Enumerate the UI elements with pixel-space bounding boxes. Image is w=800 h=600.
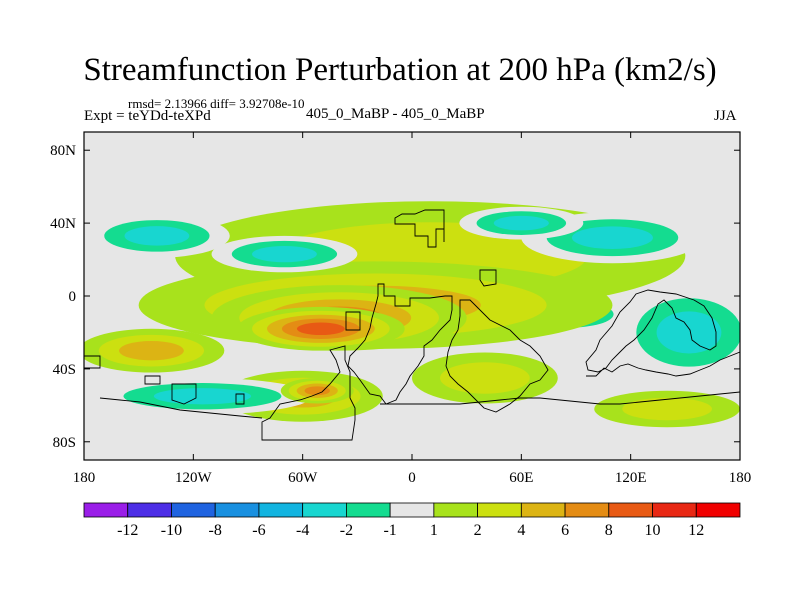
colorbar-swatch: [258, 502, 304, 518]
colorbar-label: 6: [561, 522, 569, 539]
rmsd-diff-stats: rmsd= 2.13966 diff= 3.92708e-10: [128, 96, 305, 111]
contour-low-13-level--4: [493, 215, 549, 231]
contour-low-10-level--4: [124, 226, 190, 246]
y-axis: 80N 40N 0 40S 80S: [50, 143, 740, 451]
y-tick-label: 80N: [50, 143, 76, 159]
colorbar-label: 1: [430, 522, 438, 539]
contour-fills: [84, 201, 740, 428]
colorbar-swatch: [477, 502, 522, 518]
chart-title: Streamfunction Perturbation at 200 hPa (…: [83, 52, 717, 88]
coastline-arctic: [380, 391, 740, 405]
y-tick-label: 40N: [50, 216, 76, 232]
experiment-label: Expt = teYDd-teXPd: [84, 108, 211, 124]
colorbar-label: -8: [209, 522, 222, 539]
colorbar-swatch: [652, 502, 697, 518]
coastline-americas: [347, 209, 453, 405]
contour-high-15-level-6: [304, 386, 330, 396]
contour-high-16-level-8: [296, 322, 345, 336]
coastline-pacific-islands: [84, 355, 245, 405]
contour-low-11-level--4: [153, 388, 252, 405]
contour-low-9-level--4: [571, 226, 653, 250]
x-tick-label: 120W: [175, 470, 213, 486]
x-tick-label: 60W: [288, 470, 318, 486]
colorbar-label: -6: [252, 522, 265, 539]
contour-high-2-level-2: [622, 397, 712, 421]
colorbar-label: -12: [117, 522, 138, 539]
colorbar-swatch: [214, 502, 260, 518]
colorbar-swatch: [608, 502, 653, 518]
colorbar-swatch: [433, 502, 479, 518]
contour-low-8-level--4: [656, 311, 722, 354]
coastline-small-island: [345, 311, 361, 331]
colorbar-label: 10: [645, 522, 661, 539]
colorbar-label: -1: [383, 522, 396, 539]
x-tick-label: 60E: [509, 470, 533, 486]
season-label: JJA: [714, 108, 737, 124]
colorbar-swatch: [83, 502, 129, 518]
colorbar-swatch: [520, 502, 566, 518]
y-tick-label: 0: [69, 289, 77, 305]
contour-high-1-level-2: [440, 362, 530, 394]
coastlines: [84, 209, 740, 441]
colorbar-swatch: [564, 502, 610, 518]
colorbar-swatch: [171, 502, 216, 518]
colorbar-label: 12: [688, 522, 704, 539]
colorbar-swatch: [127, 502, 172, 518]
colorbar-label: -10: [161, 522, 182, 539]
y-tick-label: 80S: [53, 435, 76, 451]
colorbar-swatch: [345, 502, 391, 518]
colorbar-label: 2: [474, 522, 482, 539]
y-tick-label: 40S: [53, 362, 76, 378]
x-tick-label: 0: [408, 470, 416, 486]
contour-low-12-level--4: [252, 245, 317, 263]
x-tick-label: 180: [73, 470, 96, 486]
coastline-south-america: [261, 345, 356, 441]
coastline-eurasia: [585, 289, 740, 377]
colorbar-swatch: [389, 502, 435, 518]
plot-area: [83, 131, 741, 461]
comparison-label: 405_0_MaBP - 405_0_MaBP: [306, 106, 485, 122]
x-axis: 180 120W 60W 0 60E 120E 180: [73, 132, 752, 486]
coastline-africa: [445, 299, 549, 413]
x-tick-label: 120E: [615, 470, 647, 486]
colorbar-label: 4: [517, 522, 525, 539]
colorbar-label: -4: [296, 522, 309, 539]
coastline-antarctica: [99, 397, 263, 419]
colorbar-swatch: [695, 502, 741, 518]
contour-high-6-level-4: [119, 340, 184, 361]
colorbar-swatch: [302, 502, 347, 518]
colorbar: -12 -10 -8 -6 -4 -2 -1 1 2 4 6 8 10 12: [83, 502, 741, 539]
colorbar-label: -2: [340, 522, 353, 539]
x-tick-label: 180: [729, 470, 752, 486]
coastline-greenland: [479, 269, 497, 287]
colorbar-label: 8: [605, 522, 613, 539]
